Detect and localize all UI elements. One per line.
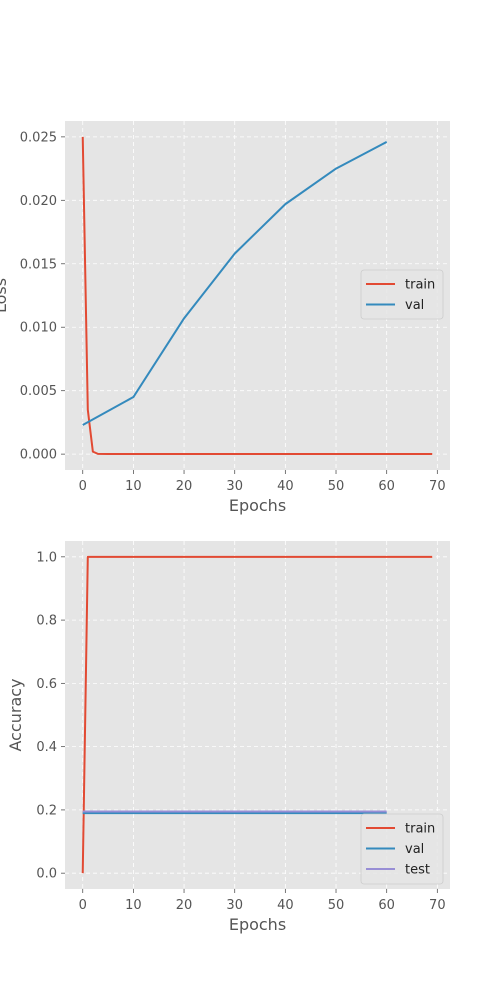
- series-line-train: [81, 136, 433, 456]
- x-tick-label: 60: [378, 898, 395, 913]
- legend-box: [360, 269, 444, 320]
- y-tick-label: 0.015: [20, 257, 57, 272]
- x-tick-label: 30: [226, 479, 243, 494]
- x-tick-label: 0: [79, 479, 87, 494]
- y-tick-label: 0.005: [20, 384, 57, 399]
- x-tick-label: 50: [328, 479, 345, 494]
- y-tick-label: 0.6: [36, 677, 57, 692]
- legend-box: [360, 813, 444, 885]
- y-tick-label: 1.0: [36, 550, 57, 565]
- series-group: [81, 136, 433, 456]
- y-axis-label: Accuracy: [6, 678, 25, 751]
- series-line-train: [81, 555, 433, 874]
- x-tick-label: 60: [378, 479, 395, 494]
- x-axis-label: Epochs: [229, 496, 286, 515]
- y-tick-label: 0.2: [36, 803, 57, 818]
- legend-label-val: val: [405, 298, 424, 313]
- chart-accuracy: 0 10 20 30 40 50 60 70 0.0 0.2 0.4 0.6 0.8 1.0 Epochs A…: [6, 541, 450, 934]
- legend-label-test: test: [405, 863, 430, 878]
- series-group: [81, 555, 433, 874]
- legend-label-train: train: [405, 278, 435, 293]
- x-tick-label: 30: [226, 898, 243, 913]
- x-tick-label: 40: [277, 898, 294, 913]
- y-tick-label: 0.0: [36, 867, 57, 882]
- x-tick-label: 20: [176, 898, 193, 913]
- y-tick-label: 0.000: [20, 448, 57, 463]
- legend-label-train: train: [405, 822, 435, 837]
- x-tick-label: 10: [125, 898, 142, 913]
- x-tick-label: 40: [277, 479, 294, 494]
- y-tick-label: 0.025: [20, 130, 57, 145]
- x-tick-label: 50: [328, 898, 345, 913]
- x-tick-label: 70: [429, 479, 446, 494]
- x-tick-label: 70: [429, 898, 446, 913]
- y-axis-label: Loss: [0, 278, 10, 313]
- y-tick-label: 0.010: [20, 321, 57, 336]
- x-axis-label: Epochs: [229, 915, 286, 934]
- y-tick-label: 0.020: [20, 194, 57, 209]
- chart-loss: 0 10 20 30 40 50 60 70 0.000 0.005 0.010 0.015 0.020…: [0, 121, 450, 515]
- y-tick-label: 0.4: [36, 740, 57, 755]
- y-tick-label: 0.8: [36, 614, 57, 629]
- x-tick-label: 0: [79, 898, 87, 913]
- x-tick-label: 10: [125, 479, 142, 494]
- legend: train val test: [360, 813, 444, 885]
- series-line-val: [82, 141, 388, 426]
- legend-label-val: val: [405, 842, 424, 857]
- legend: train val: [360, 269, 444, 320]
- x-tick-label: 20: [176, 479, 193, 494]
